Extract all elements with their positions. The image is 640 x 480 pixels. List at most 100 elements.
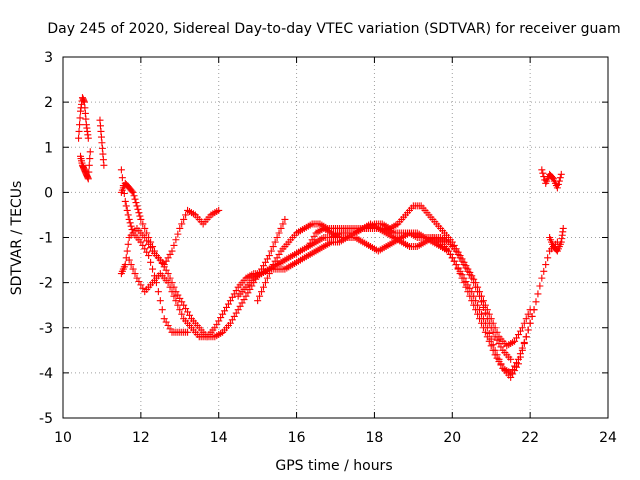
data-point: [559, 224, 567, 232]
data-point: [158, 306, 166, 314]
data-point: [76, 121, 84, 129]
data-point: [139, 220, 147, 228]
data-point: [536, 282, 544, 290]
data-point: [489, 328, 497, 336]
y-axis-label: SDTVAR / TECUs: [9, 181, 25, 296]
data-point: [485, 337, 493, 345]
data-point: [156, 297, 164, 305]
data-point: [474, 310, 482, 318]
data-point: [184, 328, 192, 336]
data-point: [518, 324, 526, 332]
data-point: [128, 226, 136, 234]
data-point: [174, 230, 182, 238]
data-point: [131, 195, 139, 203]
data-point: [542, 261, 550, 269]
data-point: [514, 355, 522, 363]
data-point: [100, 161, 108, 169]
data-point: [279, 220, 287, 228]
data-point: [275, 229, 283, 237]
data-point: [267, 247, 275, 255]
chart-title: Day 245 of 2020, Sidereal Day-to-day VTE…: [47, 21, 620, 37]
data-point: [507, 355, 515, 363]
series-2: [77, 148, 94, 183]
data-point: [182, 211, 190, 219]
data-point: [526, 319, 534, 327]
data-point: [516, 350, 524, 358]
data-point: [86, 155, 94, 163]
data-point: [557, 170, 565, 178]
x-tick-label: 14: [210, 430, 228, 446]
data-point: [133, 202, 141, 210]
data-point: [145, 252, 153, 260]
data-point: [126, 219, 134, 227]
data-point: [129, 188, 137, 196]
data-point: [134, 205, 142, 213]
x-tick-label: 10: [54, 430, 72, 446]
data-point: [121, 261, 129, 269]
data-point: [464, 288, 472, 296]
data-point: [265, 252, 273, 260]
data-point: [256, 292, 264, 300]
data-point: [172, 236, 180, 244]
y-tick-label: -5: [39, 411, 53, 427]
data-point: [474, 288, 482, 296]
data-point: [166, 283, 174, 291]
data-point: [454, 265, 462, 273]
data-point: [118, 174, 126, 182]
grid-lines: [63, 57, 608, 418]
data-point: [128, 187, 136, 195]
data-point: [556, 174, 564, 182]
x-tick-label: 20: [443, 430, 461, 446]
plot-frame: [62, 56, 609, 419]
data-point: [481, 328, 489, 336]
series-12: [546, 224, 567, 255]
data-point: [472, 306, 480, 314]
data-point: [137, 215, 145, 223]
data-point: [122, 202, 130, 210]
data-point: [534, 290, 542, 298]
data-point: [178, 310, 186, 318]
data-point: [180, 215, 188, 223]
data-point: [477, 298, 485, 306]
data-point: [539, 169, 547, 177]
data-point: [538, 166, 546, 174]
y-tick-label: 2: [44, 95, 53, 111]
data-point: [462, 283, 470, 291]
data-point: [553, 184, 561, 192]
data-point: [261, 279, 269, 287]
y-tick-label: -4: [39, 366, 53, 382]
data-point: [470, 279, 478, 287]
data-point: [476, 292, 484, 300]
data-point: [485, 319, 493, 327]
data-point: [476, 315, 484, 323]
data-point: [518, 344, 526, 352]
data-point: [168, 288, 176, 296]
data-point: [147, 258, 155, 266]
data-point: [479, 303, 487, 311]
data-point: [170, 292, 178, 300]
series-9: [254, 202, 534, 350]
data-point: [258, 288, 266, 296]
data-point: [526, 306, 534, 314]
data-point: [481, 309, 489, 317]
data-point: [456, 270, 464, 278]
series-7: [125, 224, 538, 381]
data-point: [125, 256, 133, 264]
data-point: [522, 315, 530, 323]
x-tick-label: 18: [366, 430, 384, 446]
data-point: [520, 338, 528, 346]
data-point: [524, 326, 532, 334]
data-point: [477, 319, 485, 327]
data-point: [76, 114, 84, 122]
data-point: [479, 324, 487, 332]
data-point: [554, 180, 562, 188]
series-11: [538, 166, 565, 192]
y-tick-label: -3: [39, 321, 53, 337]
x-tick-label: 16: [288, 430, 306, 446]
series-4: [117, 179, 223, 269]
data-point: [555, 177, 563, 185]
data-point: [273, 234, 281, 241]
data-point: [143, 229, 151, 237]
y-tick-label: -1: [39, 231, 53, 247]
data-point: [487, 342, 495, 350]
